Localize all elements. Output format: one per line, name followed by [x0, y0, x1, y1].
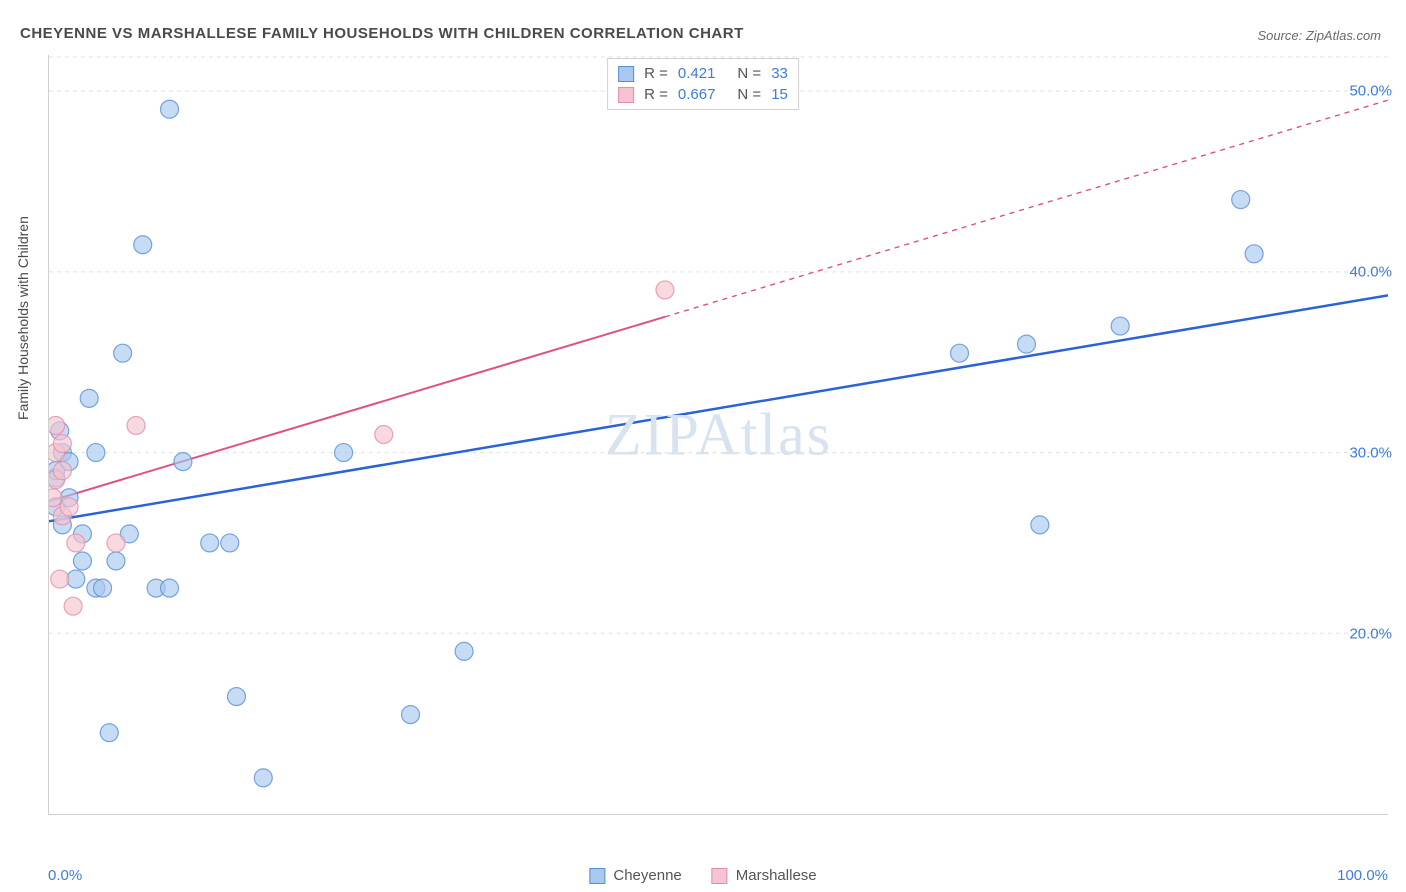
legend-swatch — [589, 868, 605, 884]
legend-r-label: R = — [644, 86, 668, 103]
legend-n-value: 33 — [771, 65, 788, 82]
x-tick-0: 0.0% — [48, 867, 82, 884]
y-tick-label: 40.0% — [1349, 264, 1392, 281]
legend-swatch — [618, 87, 634, 103]
y-tick-label: 20.0% — [1349, 626, 1392, 643]
legend-series-label: Marshallese — [736, 867, 817, 884]
legend-n-value: 15 — [771, 86, 788, 103]
legend-r-value: 0.667 — [678, 86, 716, 103]
legend-swatch — [712, 868, 728, 884]
y-tick-label: 30.0% — [1349, 445, 1392, 462]
legend-n-label: N = — [737, 65, 761, 82]
legend-series-item: Marshallese — [712, 867, 817, 884]
legend-series-label: Cheyenne — [613, 867, 681, 884]
plot-svg — [49, 55, 1388, 814]
legend-n-label: N = — [737, 86, 761, 103]
legend-r-value: 0.421 — [678, 65, 716, 82]
y-tick-label: 50.0% — [1349, 83, 1392, 100]
plot-area: ZIPAtlas — [48, 55, 1388, 815]
legend-r-label: R = — [644, 65, 668, 82]
y-axis-label: Family Households with Children — [15, 216, 31, 420]
legend-stat-row: R = 0.667 N = 15 — [618, 84, 788, 105]
legend-stats-box: R = 0.421 N = 33 R = 0.667 N = 15 — [607, 58, 799, 110]
source-label: Source: ZipAtlas.com — [1257, 28, 1381, 43]
legend-series: Cheyenne Marshallese — [589, 867, 816, 884]
legend-series-item: Cheyenne — [589, 867, 681, 884]
legend-swatch — [618, 66, 634, 82]
chart-title: CHEYENNE VS MARSHALLESE FAMILY HOUSEHOLD… — [20, 25, 744, 42]
legend-stat-row: R = 0.421 N = 33 — [618, 63, 788, 84]
x-tick-100: 100.0% — [1337, 867, 1388, 884]
